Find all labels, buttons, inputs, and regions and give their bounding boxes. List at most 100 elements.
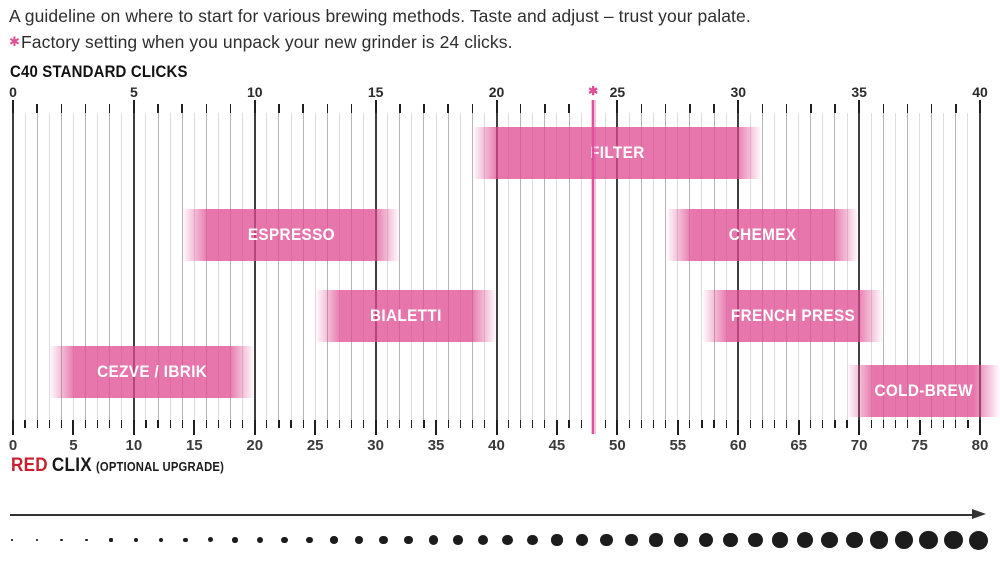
- grid-half-line: [919, 113, 921, 420]
- grid-half-line: [217, 113, 219, 420]
- top-axis-tick: [930, 104, 933, 113]
- bottom-axis-tick: [701, 420, 703, 428]
- bottom-axis-tick: [568, 420, 570, 428]
- bottom-axis-label: 45: [548, 437, 566, 454]
- grid-click-line: [689, 113, 691, 420]
- top-axis-tick: [36, 104, 38, 113]
- top-axis-tick: [689, 104, 691, 113]
- grid-half-line: [967, 113, 969, 420]
- bottom-axis-label: 15: [185, 437, 203, 454]
- grind-size-dot: [158, 537, 163, 543]
- grind-size-dot: [502, 534, 513, 546]
- grid-half-line: [725, 113, 727, 420]
- bottom-axis-tick: [773, 420, 776, 428]
- bottom-axis-tick: [374, 420, 377, 435]
- top-axis-tick: [302, 104, 304, 113]
- grid-half-line: [459, 113, 461, 420]
- bottom-axis-label: 50: [609, 437, 626, 454]
- bottom-axis-tick: [435, 420, 438, 435]
- top-axis-tick: [350, 104, 353, 113]
- grind-size-dot: [600, 533, 613, 547]
- grid-click-line: [834, 113, 836, 420]
- grind-size-dot: [919, 530, 938, 550]
- bottom-axis-tick: [858, 420, 861, 435]
- bottom-axis-tick: [447, 420, 449, 428]
- top-axis-label: 5: [129, 84, 138, 100]
- grid-half-line: [580, 113, 582, 420]
- bottom-axis-tick: [894, 420, 896, 428]
- top-axis-label: 40: [972, 84, 988, 100]
- bottom-axis-label: 0: [8, 437, 18, 454]
- bottom-axis-tick: [834, 420, 836, 428]
- grid-half-line: [749, 113, 751, 420]
- grind-size-dot: [109, 538, 113, 542]
- bar-label: CHEMEX: [728, 225, 797, 244]
- bottom-axis-tick: [350, 420, 353, 428]
- grid-click-line: [230, 113, 232, 420]
- grid-half-line: [435, 113, 437, 420]
- grid-half-line: [556, 113, 558, 420]
- bottom-axis-tick: [471, 420, 473, 428]
- grid-click-line: [36, 113, 38, 420]
- grind-size-dot: [796, 532, 813, 548]
- grid-click-line: [955, 113, 957, 420]
- top-axis-tick: [568, 104, 570, 113]
- bottom-axis-tick: [495, 420, 498, 435]
- bottom-axis-tick: [786, 420, 788, 428]
- bottom-axis-tick: [217, 420, 220, 428]
- grid-click-line: [109, 113, 111, 420]
- grid-major-line: [495, 113, 498, 420]
- bottom-axis-tick: [121, 420, 123, 428]
- top-axis-tick: [616, 100, 619, 113]
- bottom-axis-tick: [580, 420, 582, 428]
- top-axis-label: 35: [851, 84, 867, 100]
- bar-espresso: ESPRESSO: [182, 209, 400, 261]
- grid-click-line: [931, 113, 933, 420]
- bottom-axis-label: 60: [729, 437, 747, 454]
- bottom-axis-tick: [290, 420, 292, 428]
- bottom-axis-tick: [132, 420, 135, 435]
- bottom-axis-tick: [36, 420, 38, 428]
- top-axis-tick: [399, 104, 401, 113]
- grid-click-line: [447, 113, 449, 420]
- grid-half-line: [846, 113, 848, 420]
- grid-click-line: [423, 113, 425, 420]
- bottom-axis-tick: [84, 420, 87, 428]
- bottom-axis-title: RED CLIX (OPTIONAL UPGRADE): [11, 455, 224, 477]
- bottom-axis-tick: [943, 420, 945, 428]
- bottom-axis-tick: [507, 420, 510, 428]
- grid-half-line: [363, 113, 365, 420]
- clix-word: CLIX: [51, 455, 92, 476]
- grind-size-dot: [649, 533, 663, 547]
- bottom-axis-tick: [242, 420, 244, 428]
- bottom-axis-tick: [24, 420, 26, 428]
- bottom-axis-label: 20: [246, 437, 264, 454]
- top-axis-tick: [157, 104, 159, 113]
- red-word: RED: [11, 455, 48, 476]
- bottom-axis-tick: [628, 420, 631, 428]
- bottom-axis-tick: [749, 420, 751, 428]
- grind-size-dot: [11, 539, 13, 541]
- bar-label: COLD-BREW: [874, 381, 973, 400]
- bottom-axis-tick: [653, 420, 655, 428]
- top-axis-tick: [785, 104, 788, 113]
- bottom-axis-tick: [314, 420, 317, 435]
- grind-size-dot: [772, 532, 788, 548]
- bottom-axis-tick: [955, 420, 957, 428]
- optional-upgrade-note: (OPTIONAL UPGRADE): [95, 460, 225, 474]
- bottom-axis-tick: [797, 420, 800, 435]
- bottom-axis-tick: [906, 420, 909, 428]
- bar-label: BIALETTI: [369, 306, 442, 325]
- bottom-axis-tick: [882, 420, 884, 428]
- grid-half-line: [943, 113, 945, 420]
- bottom-axis-tick: [483, 420, 485, 428]
- grind-size-dot: [698, 532, 713, 547]
- bottom-axis-tick: [544, 420, 546, 428]
- grid-major-line: [12, 113, 14, 420]
- grid-major-line: [979, 113, 981, 420]
- grid-click-line: [882, 113, 884, 420]
- top-axis-tick: [84, 104, 87, 113]
- grid-half-line: [48, 113, 50, 420]
- top-axis-tick: [495, 100, 498, 113]
